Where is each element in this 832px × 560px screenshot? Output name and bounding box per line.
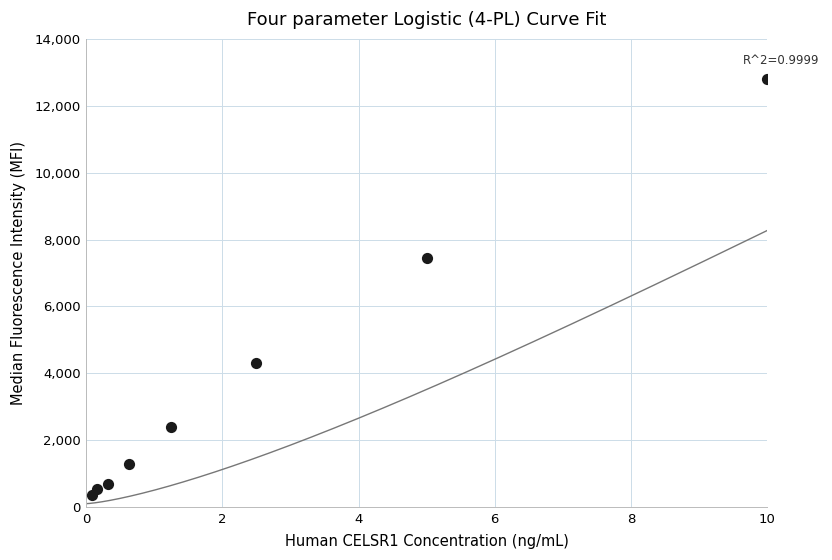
Point bbox=[85, 491, 98, 500]
Point bbox=[420, 254, 433, 263]
Point bbox=[122, 459, 136, 468]
Point bbox=[760, 74, 774, 83]
Point bbox=[250, 359, 263, 368]
Point bbox=[90, 484, 103, 493]
Point bbox=[165, 422, 178, 431]
Title: Four parameter Logistic (4-PL) Curve Fit: Four parameter Logistic (4-PL) Curve Fit bbox=[247, 11, 607, 29]
Y-axis label: Median Fluorescence Intensity (MFI): Median Fluorescence Intensity (MFI) bbox=[11, 141, 26, 405]
Point bbox=[101, 479, 114, 488]
Text: R^2=0.9999: R^2=0.9999 bbox=[743, 54, 820, 67]
X-axis label: Human CELSR1 Concentration (ng/mL): Human CELSR1 Concentration (ng/mL) bbox=[285, 534, 568, 549]
